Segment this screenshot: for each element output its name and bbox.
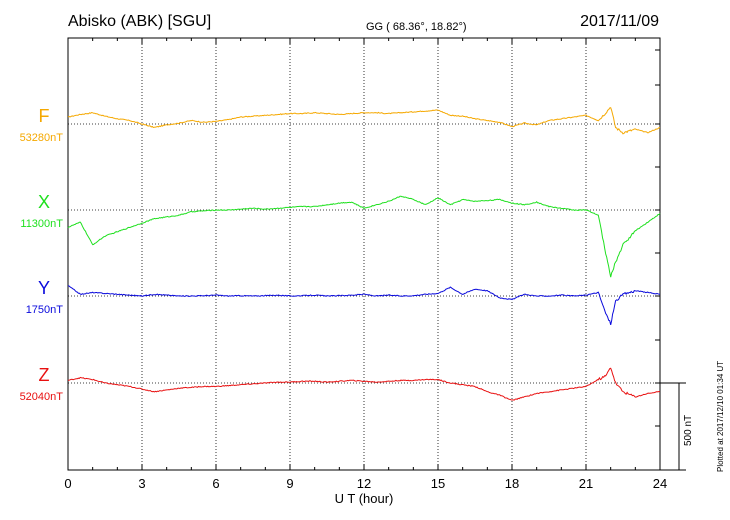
series-baseline-y: 1750nT [26,304,64,316]
series-baseline-x: 11300nT [20,218,63,230]
series-name-y: Y [38,278,50,298]
series-name-f: F [39,106,50,126]
series-baseline-z: 52040nT [20,391,64,403]
plotted-timestamp: Plotted at 2017/12/10 01:34 UT [716,361,725,472]
x-tick-label: 24 [653,476,667,491]
station-title: Abisko (ABK) [SGU] [68,13,211,30]
scale-bar-label: 500 nT [683,415,694,446]
x-tick-label: 3 [138,476,145,491]
x-tick-label: 18 [505,476,519,491]
series-line-y [67,285,661,326]
date-label: 2017/11/09 [580,13,659,30]
x-tick-label: 21 [579,476,593,491]
x-axis-ticks: 0 3 6 9 12 15 18 21 24 [64,38,667,491]
x-tick-label: 15 [431,476,445,491]
series-line-f [67,107,661,135]
x-tick-label: 6 [212,476,219,491]
x-tick-label: 9 [286,476,293,491]
x-tick-label: 12 [357,476,371,491]
series-name-z: Z [39,365,50,385]
series-baseline-f: 53280nT [20,132,64,144]
x-tick-label: 0 [64,476,71,491]
series-lines [67,107,661,401]
series-labels: F 53280nT X 11300nT Y 1750nT Z 52040nT [20,106,64,403]
series-name-x: X [38,192,50,212]
series-line-z [67,367,661,401]
coords-label: GG ( 68.36°, 18.82°) [366,21,467,33]
series-line-x [67,195,661,278]
scale-bar: 500 nT [660,382,694,471]
x-axis-label: U T (hour) [335,491,394,506]
grid-lines [68,38,660,470]
